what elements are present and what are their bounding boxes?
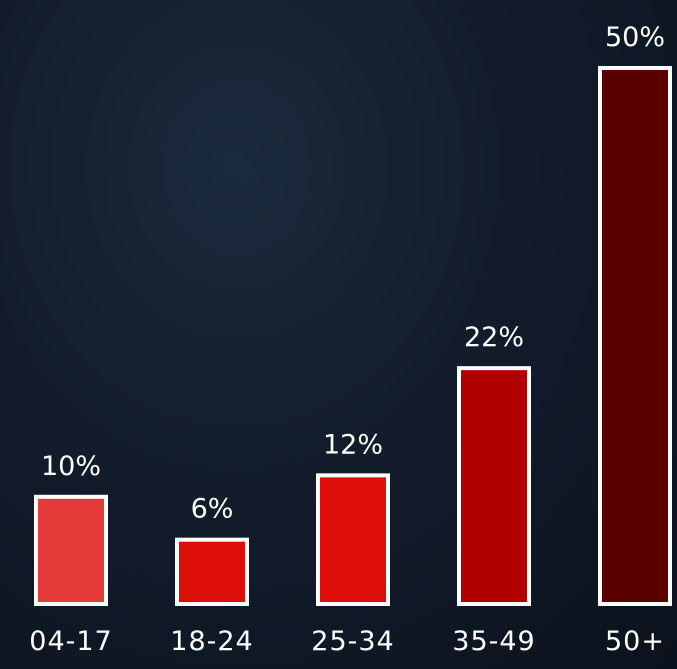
x-tick-label-50+: 50+ bbox=[605, 626, 665, 657]
x-tick-label-04-17: 04-17 bbox=[29, 626, 112, 657]
bar-04-17 bbox=[34, 494, 108, 606]
bars-group bbox=[34, 66, 672, 606]
x-tick-label-18-24: 18-24 bbox=[170, 626, 253, 657]
x-tick-labels-group: 04-17 18-24 25-34 35-49 50+ bbox=[29, 626, 665, 657]
x-tick-label-35-49: 35-49 bbox=[452, 626, 535, 657]
value-label-25-34: 12% bbox=[323, 429, 383, 460]
value-label-18-24: 6% bbox=[191, 494, 234, 525]
value-label-50+: 50% bbox=[605, 22, 665, 53]
bar-18-24 bbox=[175, 537, 249, 606]
bar-25-34 bbox=[316, 473, 390, 606]
value-label-04-17: 10% bbox=[41, 451, 101, 482]
x-tick-label-25-34: 25-34 bbox=[311, 626, 394, 657]
bar-50+ bbox=[598, 66, 672, 606]
value-labels-group: 10% 6% 12% 22% 50% bbox=[41, 22, 665, 525]
bar-35-49 bbox=[457, 366, 531, 606]
value-label-35-49: 22% bbox=[464, 322, 524, 353]
